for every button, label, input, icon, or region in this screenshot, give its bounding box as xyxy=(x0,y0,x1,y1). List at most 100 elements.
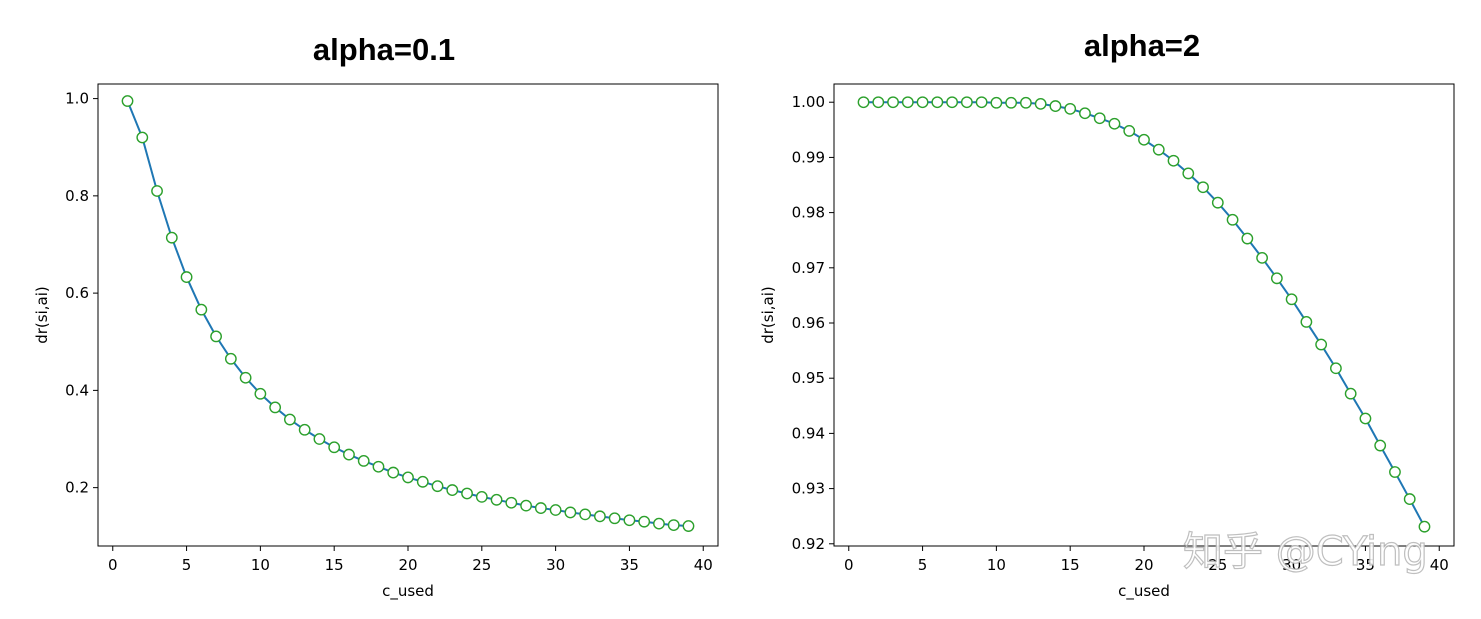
data-point xyxy=(667,519,680,531)
data-point xyxy=(461,487,473,500)
data-point xyxy=(579,508,592,521)
data-point xyxy=(916,96,929,109)
x-tick-label: 35 xyxy=(1356,556,1375,574)
data-point xyxy=(534,502,547,514)
data-point xyxy=(1315,338,1328,351)
data-point xyxy=(653,517,665,530)
data-point xyxy=(254,387,267,400)
x-tick-label: 5 xyxy=(918,556,928,574)
x-tick-label: 40 xyxy=(1430,556,1449,574)
series-line xyxy=(863,101,1426,528)
x-tick-label: 5 xyxy=(182,556,192,574)
data-point xyxy=(210,330,222,343)
data-point xyxy=(1403,493,1416,505)
x-tick-label: 0 xyxy=(844,556,854,574)
data-point xyxy=(416,475,429,488)
x-tick-label: 30 xyxy=(546,556,565,574)
x-axis-label: c_used xyxy=(382,582,434,601)
data-point xyxy=(608,512,621,525)
y-axis-label: dr(si,ai) xyxy=(759,286,777,344)
data-point xyxy=(1079,107,1091,120)
data-point xyxy=(1330,362,1342,375)
data-point xyxy=(887,96,899,109)
y-tick-label: 1.00 xyxy=(792,93,825,111)
watermark: 知乎 @CYing xyxy=(1183,529,1428,575)
data-point xyxy=(931,96,944,109)
data-point xyxy=(1167,154,1180,167)
data-point xyxy=(1152,143,1165,156)
data-point xyxy=(1418,520,1431,533)
data-point xyxy=(372,460,385,473)
data-point xyxy=(490,493,503,506)
data-point xyxy=(638,515,651,528)
data-point xyxy=(180,271,193,283)
data-point xyxy=(594,510,606,523)
chart-alpha-2: alpha=2 0 5 10 15 20 25 30 35 40 0.92 0.93 0.94 0.95 0… xyxy=(759,28,1455,601)
data-point xyxy=(165,231,178,244)
y-tick-label: 0.97 xyxy=(792,259,825,277)
y-axis-label: dr(si,ai) xyxy=(33,286,51,344)
data-point xyxy=(857,96,870,109)
data-point xyxy=(520,499,532,512)
y-tick-label: 0.95 xyxy=(792,369,825,387)
data-point xyxy=(1256,251,1268,264)
y-tick-label: 0.2 xyxy=(65,479,89,497)
data-point xyxy=(387,466,400,479)
data-point xyxy=(946,96,958,109)
y-tick-label: 0.99 xyxy=(792,148,825,166)
x-tick-label: 30 xyxy=(1282,556,1301,574)
series-line xyxy=(126,100,689,528)
x-tick-label: 20 xyxy=(1134,556,1153,574)
data-point xyxy=(990,96,1003,109)
data-point xyxy=(975,96,988,109)
y-tick-label: 0.94 xyxy=(792,424,825,442)
y-tick-label: 0.96 xyxy=(792,314,825,332)
data-point xyxy=(1005,96,1018,109)
y-tick-label: 1.0 xyxy=(65,90,89,108)
data-point xyxy=(1197,181,1209,194)
y-tick-label: 0.6 xyxy=(65,284,89,302)
data-point xyxy=(475,490,488,503)
data-point xyxy=(1020,96,1032,109)
data-point xyxy=(872,96,885,109)
data-point xyxy=(269,401,282,414)
data-point xyxy=(402,471,414,484)
data-point xyxy=(1123,125,1136,137)
x-tick-label: 10 xyxy=(987,556,1006,574)
data-point xyxy=(431,480,444,493)
data-point xyxy=(1226,213,1239,226)
plot-frame xyxy=(833,83,1455,547)
data-point xyxy=(121,95,134,107)
y-tick-label: 0.8 xyxy=(65,187,89,205)
data-point xyxy=(1285,293,1298,306)
data-point xyxy=(284,413,296,426)
y-tick-label: 0.93 xyxy=(792,480,825,498)
x-tick-label: 15 xyxy=(1061,556,1080,574)
x-tick-label: 25 xyxy=(472,556,491,574)
x-tick-label: 35 xyxy=(620,556,639,574)
data-point xyxy=(151,185,163,197)
data-point xyxy=(623,514,636,527)
x-tick-label: 25 xyxy=(1208,556,1227,574)
data-point xyxy=(298,423,311,436)
data-point xyxy=(1093,112,1106,125)
chart-title: alpha=2 xyxy=(1084,28,1200,63)
data-point xyxy=(328,441,341,454)
x-tick-label: 10 xyxy=(251,556,270,574)
data-point xyxy=(136,131,149,144)
data-point xyxy=(1211,196,1224,209)
data-point xyxy=(1034,97,1047,110)
data-point xyxy=(1359,412,1372,425)
x-tick-label: 40 xyxy=(694,556,713,574)
data-point xyxy=(1108,117,1121,130)
data-point xyxy=(1138,133,1150,146)
data-point xyxy=(1064,102,1077,115)
data-point xyxy=(960,96,973,109)
y-tick-label: 0.92 xyxy=(792,535,825,553)
x-tick-label: 0 xyxy=(108,556,118,574)
data-point xyxy=(313,433,326,445)
x-tick-label: 15 xyxy=(325,556,344,574)
data-point xyxy=(239,371,252,384)
chart-title: alpha=0.1 xyxy=(313,32,455,67)
